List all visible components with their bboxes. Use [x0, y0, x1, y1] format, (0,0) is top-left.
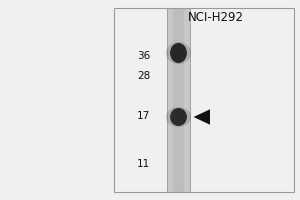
Text: 28: 28	[137, 71, 150, 81]
Polygon shape	[194, 109, 210, 125]
Ellipse shape	[166, 42, 191, 64]
Ellipse shape	[170, 108, 187, 126]
Ellipse shape	[166, 107, 191, 127]
Text: NCI-H292: NCI-H292	[188, 11, 244, 24]
Bar	[173, 8, 184, 192]
Bar	[167, 8, 190, 192]
Text: 36: 36	[137, 51, 150, 61]
Ellipse shape	[170, 43, 187, 63]
Text: 17: 17	[137, 111, 150, 121]
Bar	[114, 8, 294, 192]
Text: 11: 11	[137, 159, 150, 169]
